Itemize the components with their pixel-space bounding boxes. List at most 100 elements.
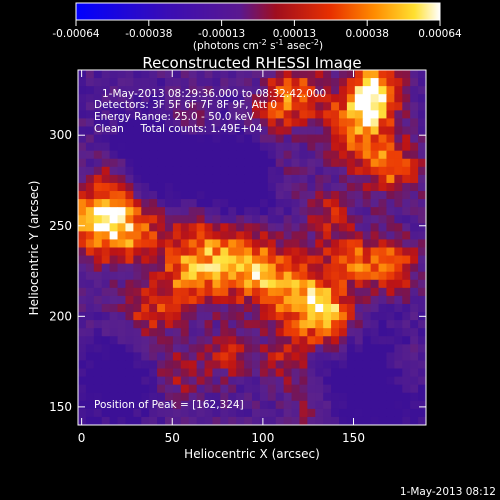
heatmap-cell [394,174,403,184]
heatmap-cell [141,134,150,144]
heatmap-cell [307,392,316,402]
heatmap-cell [78,279,87,289]
heatmap-cell [418,78,426,87]
heatmap-cell [228,239,237,249]
heatmap-cell [78,126,87,136]
heatmap-cell [109,336,119,345]
heatmap-cell [323,166,332,176]
heatmap-cell [125,328,134,337]
heatmap-cell [188,118,198,128]
heatmap-cell [378,400,388,410]
heatmap-cell [165,102,174,111]
heatmap-cell [172,174,182,184]
heatmap-cell [331,392,340,402]
heatmap-cell [172,191,182,200]
heatmap-cell [109,368,119,378]
heatmap-cell [275,400,285,410]
heatmap-cell [410,263,419,273]
heatmap-cell [283,368,293,378]
heatmap-cell [418,384,426,394]
heatmap-cell [228,102,237,111]
heatmap-cell [339,174,348,184]
heatmap-cell [267,239,277,249]
heatmap-cell [109,166,119,176]
heatmap-cell [157,231,166,241]
heatmap-cell [339,239,348,249]
colorbar-tick-label: 0.00038 [345,28,388,40]
heatmap-cell [275,158,285,168]
heatmap-cell [370,408,380,418]
heatmap-cell [228,384,237,394]
heatmap-cell [188,247,198,257]
heatmap-cell [267,166,277,176]
heatmap-cell [157,199,166,208]
heatmap-cell [204,384,214,394]
heatmap-cell [291,360,301,370]
heatmap-cell [386,158,395,168]
heatmap-cell [125,368,134,378]
heatmap-cell [188,376,198,386]
heatmap-cell [157,150,166,160]
heatmap-cell [331,86,340,95]
heatmap-cell [386,102,395,111]
heatmap-cell [259,182,269,192]
heatmap-cell [267,312,277,321]
heatmap-cell [180,312,190,321]
heatmap-cell [157,279,166,289]
heatmap-cell [394,376,403,386]
heatmap-cell [172,134,182,144]
heatmap-cell [149,102,158,111]
heatmap-cell [283,223,293,232]
heatmap-cell [252,400,261,410]
heatmap-cell [291,158,301,168]
heatmap-cell [165,255,174,265]
heatmap-cell [323,408,332,418]
heatmap-cell [402,207,411,216]
heatmap-cell [307,215,316,224]
heatmap-cell [315,400,324,410]
heatmap-cell [133,392,142,402]
heatmap-cell [117,400,127,410]
heatmap-cell [362,320,372,329]
heatmap-cell [204,328,214,337]
heatmap-cell [275,279,285,289]
heatmap-cell [125,223,134,232]
heatmap-cell [236,199,245,208]
heatmap-cell [418,336,426,345]
heatmap-cell [394,223,403,232]
heatmap-cell [354,78,364,87]
heatmap-cell [410,86,419,95]
heatmap-cell [236,328,245,337]
heatmap-cell [291,215,301,224]
heatmap-cell [196,279,206,289]
heatmap-cell [394,70,403,79]
heatmap-cell [339,118,348,128]
plot-frame [77,69,427,426]
heatmap-cell [149,328,158,337]
heatmap-cell [220,215,229,224]
heatmap-cell [299,416,308,425]
heatmap-cell [93,126,103,136]
heatmap-cell [323,126,332,136]
heatmap-cell [307,239,316,249]
heatmap-cell [299,392,308,402]
heatmap-cell [196,110,206,120]
heatmap-cell [418,174,426,184]
heatmap-cell [196,231,206,241]
heatmap-cell [315,182,324,192]
heatmap-cell [93,384,103,394]
heatmap-cell [165,239,174,249]
heatmap-cell [228,199,237,208]
heatmap-cell [85,384,95,394]
heatmap-cell [331,215,340,224]
heatmap-cell [109,102,119,111]
heatmap-cell [275,287,285,297]
heatmap-cell [220,191,229,200]
heatmap-cell [133,78,142,87]
heatmap-cell [133,408,142,418]
heatmap-cell [157,174,166,184]
heatmap-cell [354,384,364,394]
heatmap-cell [252,94,261,103]
heatmap-cell [354,247,364,257]
heatmap-cell [165,70,174,79]
